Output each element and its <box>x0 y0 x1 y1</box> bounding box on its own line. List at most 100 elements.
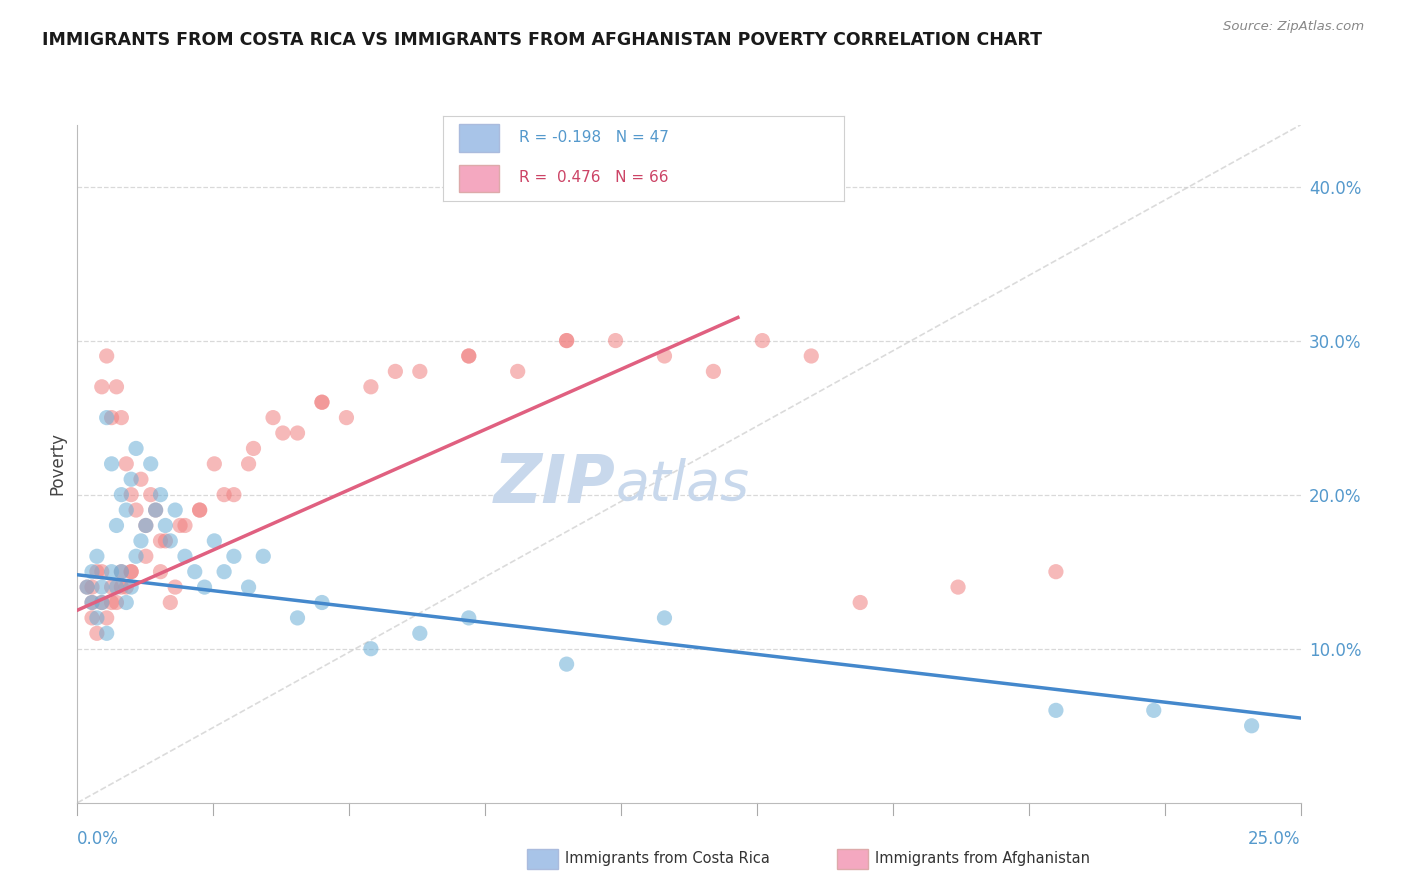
Point <box>287 425 309 440</box>
Point <box>120 580 142 594</box>
Text: atlas: atlas <box>616 458 749 511</box>
Point <box>125 549 148 564</box>
Point <box>159 595 181 609</box>
Point <box>360 380 382 394</box>
Point <box>555 334 578 348</box>
Point <box>100 410 122 425</box>
Point <box>800 349 823 363</box>
Point <box>96 611 118 625</box>
Point <box>110 580 132 594</box>
Point <box>212 488 235 502</box>
Point <box>946 580 969 594</box>
Point <box>165 580 187 594</box>
Point <box>188 503 211 517</box>
Point <box>139 488 162 502</box>
Point <box>110 410 132 425</box>
Point <box>184 565 207 579</box>
Point <box>1045 703 1067 717</box>
Point <box>120 565 142 579</box>
Point <box>457 611 479 625</box>
Point <box>80 595 103 609</box>
Point <box>457 349 479 363</box>
Point <box>555 334 578 348</box>
Text: 25.0%: 25.0% <box>1249 830 1301 848</box>
Point <box>135 518 157 533</box>
Point <box>849 595 872 609</box>
Point <box>100 457 122 471</box>
Point <box>654 349 676 363</box>
Point <box>105 580 128 594</box>
Point <box>335 410 357 425</box>
Point <box>159 533 181 548</box>
Point <box>409 626 432 640</box>
Point <box>100 580 122 594</box>
Point <box>242 442 264 456</box>
Point <box>110 565 132 579</box>
Point <box>96 410 118 425</box>
Point <box>252 549 274 564</box>
Point <box>120 565 142 579</box>
Point <box>238 580 260 594</box>
Point <box>149 533 172 548</box>
Text: R =  0.476   N = 66: R = 0.476 N = 66 <box>519 170 668 186</box>
Point <box>129 472 152 486</box>
Point <box>311 595 333 609</box>
Point <box>212 565 235 579</box>
Point <box>311 395 333 409</box>
Point <box>80 580 103 594</box>
Point <box>188 503 211 517</box>
Point <box>86 611 108 625</box>
Point <box>129 533 152 548</box>
Point <box>80 595 103 609</box>
Point <box>100 595 122 609</box>
Point <box>174 549 197 564</box>
Y-axis label: Poverty: Poverty <box>48 433 66 495</box>
Bar <box>458 165 499 192</box>
Point <box>80 565 103 579</box>
Point <box>125 442 148 456</box>
Text: Immigrants from Afghanistan: Immigrants from Afghanistan <box>875 852 1090 866</box>
Point <box>115 457 138 471</box>
Point <box>86 549 108 564</box>
Point <box>100 565 122 579</box>
Point <box>80 611 103 625</box>
Point <box>86 626 108 640</box>
Point <box>202 457 225 471</box>
Point <box>287 611 309 625</box>
Point <box>1143 703 1166 717</box>
Point <box>506 364 529 378</box>
Point <box>115 595 138 609</box>
Point <box>271 425 294 440</box>
Text: IMMIGRANTS FROM COSTA RICA VS IMMIGRANTS FROM AFGHANISTAN POVERTY CORRELATION CH: IMMIGRANTS FROM COSTA RICA VS IMMIGRANTS… <box>42 31 1042 49</box>
Point <box>654 611 676 625</box>
Point <box>193 580 215 594</box>
Point <box>135 549 157 564</box>
Point <box>115 503 138 517</box>
Point <box>125 503 148 517</box>
Bar <box>458 124 499 152</box>
Point <box>110 565 132 579</box>
Text: Immigrants from Costa Rica: Immigrants from Costa Rica <box>565 852 770 866</box>
Point <box>1045 565 1067 579</box>
Point <box>222 488 245 502</box>
Point <box>96 626 118 640</box>
Point <box>90 595 112 609</box>
Text: 0.0%: 0.0% <box>77 830 120 848</box>
Point <box>155 533 177 548</box>
Point <box>169 518 191 533</box>
Point <box>384 364 406 378</box>
Point <box>86 565 108 579</box>
Point <box>155 518 177 533</box>
Point <box>360 641 382 656</box>
Point <box>76 580 98 594</box>
Point <box>202 533 225 548</box>
Point <box>90 580 112 594</box>
Point <box>76 580 98 594</box>
Text: R = -0.198   N = 47: R = -0.198 N = 47 <box>519 129 669 145</box>
Point <box>702 364 724 378</box>
Point <box>135 518 157 533</box>
Point <box>165 503 187 517</box>
Point <box>120 488 142 502</box>
Point <box>555 657 578 672</box>
Point <box>105 595 128 609</box>
